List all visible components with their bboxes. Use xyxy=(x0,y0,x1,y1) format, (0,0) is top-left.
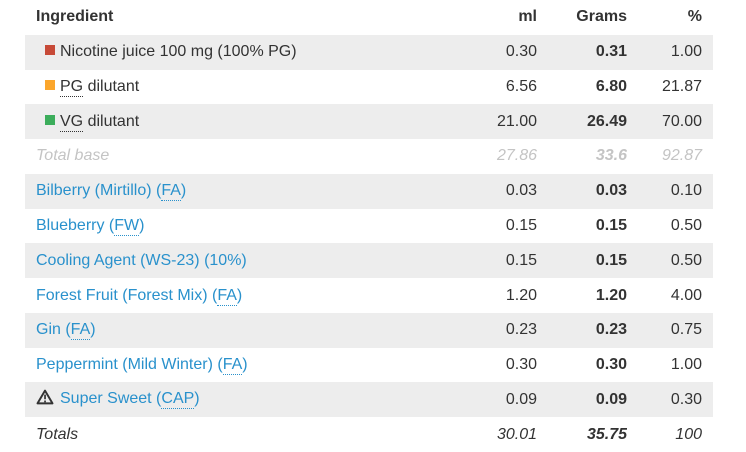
ml-cell: 21.00 xyxy=(496,112,537,130)
table-row: Gin (FA) 0.23 0.23 0.75 xyxy=(25,312,713,348)
abbreviation-tooltip[interactable]: FA xyxy=(222,356,243,376)
table-row: Nicotine juice 100 mg (100% PG) 0.30 0.31 1… xyxy=(25,34,713,70)
table-row: Bilberry (Mirtillo) (FA) 0.03 0.03 0.10 xyxy=(25,173,713,209)
ingredient-name: PG dilutant xyxy=(60,77,140,97)
orange-square-icon xyxy=(45,79,55,90)
ingredient-cell: Totals xyxy=(25,417,447,452)
ml-cell: 0.23 xyxy=(505,321,537,339)
abbreviation-tooltip[interactable]: FA xyxy=(217,286,237,306)
grams-cell: 26.49 xyxy=(586,112,627,130)
abbreviation-tooltip[interactable]: PG xyxy=(60,77,84,97)
header-row: Ingredient ml Grams % xyxy=(25,0,713,35)
abbreviation-tooltip[interactable]: CAP xyxy=(161,390,195,410)
ingredient-cell: VG dilutant xyxy=(25,104,447,139)
ingredient-name: Nicotine juice 100 mg (100% PG) xyxy=(60,43,297,61)
percent-cell: 1.00 xyxy=(670,43,702,61)
abbreviation-tooltip[interactable]: FA xyxy=(70,321,91,341)
flavor-link[interactable]: Cooling Agent (WS-23) (10%) xyxy=(36,251,247,269)
percent-cell: 0.30 xyxy=(670,390,702,408)
ml-cell: 0.30 xyxy=(505,356,537,374)
ingredient-cell: Cooling Agent (WS-23) (10%) xyxy=(25,243,447,278)
flavor-link[interactable]: Peppermint (Mild Winter) (FA) xyxy=(36,356,248,376)
table-row: PG dilutant 6.56 6.80 21.87 xyxy=(25,69,713,105)
percent-cell: 0.50 xyxy=(670,216,702,234)
percent-cell: 0.10 xyxy=(670,182,702,200)
percent-cell: 100 xyxy=(675,425,702,443)
percent-cell: 21.87 xyxy=(661,77,702,95)
percent-cell: 0.50 xyxy=(670,251,702,269)
flavor-link[interactable]: Gin (FA) xyxy=(36,321,96,341)
column-header-ml: ml xyxy=(518,8,537,26)
abbreviation-tooltip[interactable]: VG xyxy=(60,112,84,132)
grams-cell: 0.15 xyxy=(595,216,627,234)
flavor-link[interactable]: Super Sweet (CAP) xyxy=(60,390,200,410)
flavor-link[interactable]: Forest Fruit (Forest Mix) (FA) xyxy=(36,286,243,306)
ingredient-name: Total base xyxy=(36,147,110,165)
grams-cell: 0.23 xyxy=(595,321,627,339)
column-header-ingredient: Ingredient xyxy=(36,8,114,26)
table-row: Totals 30.01 35.75 100 xyxy=(25,417,713,452)
abbreviation-tooltip[interactable]: FW xyxy=(114,216,140,236)
ingredient-cell: Nicotine juice 100 mg (100% PG) xyxy=(25,35,447,70)
ingredient-cell: Bilberry (Mirtillo) (FA) xyxy=(25,174,447,209)
ingredient-cell: Forest Fruit (Forest Mix) (FA) xyxy=(25,278,447,313)
recipe-table-body: Nicotine juice 100 mg (100% PG) 0.30 0.31 1… xyxy=(25,34,713,452)
flavor-link[interactable]: Bilberry (Mirtillo) (FA) xyxy=(36,182,187,202)
ingredient-cell: Total base xyxy=(25,139,447,174)
grams-cell: 0.15 xyxy=(595,251,627,269)
red-square-icon xyxy=(45,45,55,56)
ml-cell: 1.20 xyxy=(505,286,537,304)
grams-cell: 1.20 xyxy=(595,286,627,304)
ml-cell: 0.03 xyxy=(505,182,537,200)
ingredient-name: Totals xyxy=(36,425,79,443)
ingredient-cell: Peppermint (Mild Winter) (FA) xyxy=(25,348,447,383)
ingredient-cell: Gin (FA) xyxy=(25,313,447,348)
recipe-table: Ingredient ml Grams % Nicotine juice 100… xyxy=(25,0,713,452)
grams-cell: 33.6 xyxy=(595,147,627,165)
percent-cell: 92.87 xyxy=(661,147,702,165)
percent-cell: 70.00 xyxy=(661,112,702,130)
ingredient-name: VG dilutant xyxy=(60,112,140,132)
table-row: Blueberry (FW) 0.15 0.15 0.50 xyxy=(25,208,713,244)
ingredient-cell: Super Sweet (CAP) xyxy=(25,382,447,417)
percent-cell: 4.00 xyxy=(670,286,702,304)
ingredient-cell: PG dilutant xyxy=(25,70,447,105)
grams-cell: 0.09 xyxy=(595,390,627,408)
table-row: Total base 27.86 33.6 92.87 xyxy=(25,139,713,174)
percent-cell: 0.75 xyxy=(670,321,702,339)
table-row: Super Sweet (CAP) 0.09 0.09 0.30 xyxy=(25,382,713,418)
grams-cell: 35.75 xyxy=(586,425,627,443)
percent-cell: 1.00 xyxy=(670,356,702,374)
abbreviation-tooltip[interactable]: FA xyxy=(161,182,181,202)
ml-cell: 0.09 xyxy=(505,390,537,408)
ml-cell: 0.15 xyxy=(505,216,537,234)
table-row: VG dilutant 21.00 26.49 70.00 xyxy=(25,104,713,140)
recipe-table-header: Ingredient ml Grams % xyxy=(25,0,713,35)
ml-cell: 0.15 xyxy=(505,251,537,269)
grams-cell: 6.80 xyxy=(595,77,627,95)
column-header-grams: Grams xyxy=(576,8,627,26)
column-header-percent: % xyxy=(687,8,702,26)
table-row: Forest Fruit (Forest Mix) (FA) 1.20 1.20 4.… xyxy=(25,278,713,313)
grams-cell: 0.31 xyxy=(595,43,627,61)
table-row: Peppermint (Mild Winter) (FA) 0.30 0.30 1.0… xyxy=(25,347,713,383)
grams-cell: 0.30 xyxy=(595,356,627,374)
ml-cell: 30.01 xyxy=(496,425,537,443)
ml-cell: 0.30 xyxy=(505,43,537,61)
ingredient-cell: Blueberry (FW) xyxy=(25,209,447,244)
flavor-link[interactable]: Blueberry (FW) xyxy=(36,216,145,236)
warning-triangle-icon[interactable] xyxy=(36,389,54,410)
green-square-icon xyxy=(45,114,55,125)
ml-cell: 6.56 xyxy=(505,77,537,95)
table-row: Cooling Agent (WS-23) (10%) 0.15 0.15 0.50 xyxy=(25,243,713,279)
grams-cell: 0.03 xyxy=(595,182,627,200)
ml-cell: 27.86 xyxy=(496,147,537,165)
